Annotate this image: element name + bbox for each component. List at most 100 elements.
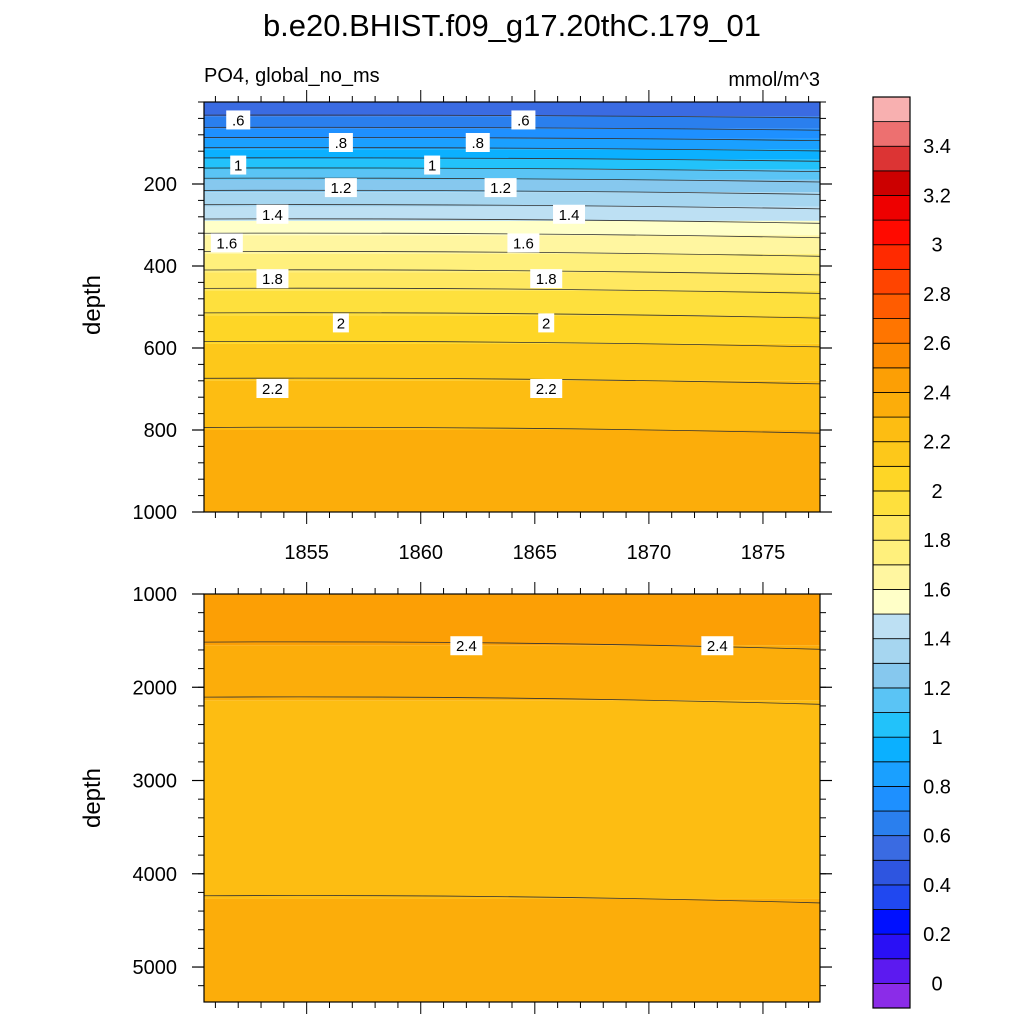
panel1-contour-label-13: 1.8	[536, 271, 557, 288]
panel2-plot: 2.4 2.4	[203, 594, 821, 1002]
panel1-band-6	[204, 169, 820, 180]
colorbar-label-3: 0.6	[923, 826, 951, 848]
panel1-band-2	[204, 128, 820, 139]
colorbar-cell-10	[872, 736, 911, 763]
panel1-contour-label-bg-10	[210, 233, 243, 253]
panel1-contour-label-11: 1.6	[513, 235, 534, 252]
colorbar-cell-29	[872, 268, 911, 295]
panel1-band-16	[204, 343, 820, 381]
colorbar-label-14: 2.8	[923, 284, 951, 306]
panel2-ytick-label-4: 5000	[133, 957, 178, 979]
panel1-xtick-label-3: 1870	[627, 542, 672, 564]
panel1-contour-label-bg-5	[424, 155, 441, 175]
panel1-band-17	[204, 380, 820, 430]
colorbar-cell-1	[872, 958, 911, 984]
panel1-contour-label-bg-2	[328, 133, 353, 152]
panel1-ylabel: depth	[79, 275, 106, 335]
colorbar-cell-12	[872, 687, 911, 713]
colorbar-cell-5	[872, 859, 911, 886]
panel1-contour-label-12: 1.8	[262, 271, 283, 288]
panel1-contour-label-14: 2	[337, 315, 345, 332]
panel1-xtick-label-4: 1875	[741, 542, 786, 564]
panel1-contour-label-8: 1.4	[262, 207, 283, 224]
panel2-contour-label-bg-1	[701, 636, 734, 656]
panel1-axes: 200 400 600 800 1000 1855 1860 1865 1870 1875	[133, 90, 832, 564]
panel1-contour-label-bg-12	[256, 269, 289, 289]
colorbar-cell-7	[872, 810, 911, 837]
panel2-band-2	[204, 700, 820, 899]
panel1-contour-13	[203, 287, 821, 294]
panel1-plot: .6 .6 .8 .8 1 1 1.2 1.2 1.4 1.4 1.6 1.6 1.8 1.8 2 2 2.2 2…	[203, 102, 821, 512]
panel1-xtick-label-2: 1865	[513, 542, 558, 564]
colorbar-cell-32	[872, 195, 911, 221]
colorbar-cell-35	[872, 121, 911, 147]
panel1-band-5	[204, 159, 820, 170]
panel1-contour-label-bg-3	[465, 133, 490, 152]
panel1-band-15	[204, 315, 820, 344]
panel1-contour-label-bg-16	[256, 379, 289, 398]
panel1-contour-label-bg-14	[332, 313, 349, 333]
panel2-ylabel: depth	[79, 768, 106, 828]
colorbar-label-4: 0.8	[923, 776, 951, 798]
colorbar-label-12: 2.4	[923, 382, 951, 404]
panel1-ytick-label-2: 600	[144, 338, 177, 360]
panel2-contour-label-0: 2.4	[456, 638, 477, 655]
panel1-contour-17	[203, 426, 821, 434]
colorbar-cell-19	[872, 515, 911, 541]
colorbar-cell-0	[872, 982, 911, 1009]
panel2-axes: 1000 2000 3000 4000 5000	[133, 582, 832, 1014]
panel1-contour-label-bg-9	[553, 204, 586, 224]
panel1-band-3	[204, 138, 820, 150]
panel1-contour-label-bg-11	[507, 233, 540, 253]
panel1-ytick-label-4: 1000	[133, 502, 178, 524]
colorbar-label-5: 1	[931, 727, 942, 749]
panel1-contour-label-bg-17	[530, 379, 563, 398]
chart-subtitle-right: mmol/m^3	[728, 69, 820, 91]
colorbar-cell-20	[872, 490, 911, 516]
panel1-contour-label-2: .8	[335, 135, 348, 152]
colorbar-label-10: 2	[931, 481, 942, 503]
panel1-contour-label-10: 1.6	[216, 235, 237, 252]
panel2-band-3	[204, 898, 820, 1002]
colorbar-cell-26	[872, 342, 911, 369]
colorbar-cell-2	[872, 933, 911, 960]
panel1-contour-9	[203, 218, 821, 224]
colorbar-cell-17	[872, 564, 911, 590]
colorbar-label-1: 0.2	[923, 924, 951, 946]
panel1-contour-label-3: .8	[472, 135, 485, 152]
panel1-contour-label-17: 2.2	[536, 381, 557, 398]
panel1-contour-label-0: .6	[232, 112, 245, 129]
colorbar-cell-18	[872, 539, 911, 566]
panel1-ytick-label-0: 200	[144, 174, 177, 196]
panel2-ytick-label-0: 1000	[133, 584, 178, 606]
panel1-contour-label-15: 2	[542, 315, 550, 332]
panel1-band-12	[204, 253, 820, 273]
colorbar-label-0: 0	[931, 973, 942, 995]
colorbar-cell-4	[872, 884, 911, 910]
panel2-ytick-label-3: 4000	[133, 864, 178, 886]
panel1-band-9	[204, 206, 820, 221]
panel1-xtick-label-0: 1855	[284, 542, 329, 564]
colorbar-label-15: 3	[931, 235, 942, 257]
panel1-contour-label-6: 1.2	[330, 180, 351, 197]
panel1-ytick-label-3: 800	[144, 420, 177, 442]
colorbar-cell-22	[872, 441, 911, 467]
colorbar-label-7: 1.4	[923, 629, 951, 651]
colorbar-label-2: 0.4	[923, 875, 951, 897]
panel1-contour-label-bg-0	[226, 110, 251, 130]
panel1-band-13	[204, 272, 820, 291]
colorbar-cell-8	[872, 786, 911, 812]
colorbar-cell-34	[872, 145, 911, 172]
panel1-contour-14	[203, 312, 821, 319]
colorbar-cell-9	[872, 761, 911, 787]
panel2-ytick-label-1: 2000	[133, 677, 178, 699]
panel2-contour-2	[203, 895, 821, 904]
colorbar-cell-23	[872, 416, 911, 443]
panel1-band-18	[204, 430, 820, 512]
colorbar-cell-6	[872, 835, 911, 861]
colorbar-cell-13	[872, 662, 911, 689]
panel1-contour-label-9: 1.4	[559, 207, 580, 224]
colorbar: 0 0.2 0.4 0.6 0.8 1 1.2 1.4 1.6 1.8 2 2.2 2.4 2.6 2.8 3…	[872, 96, 951, 1009]
panel1-contour-4	[203, 157, 821, 162]
